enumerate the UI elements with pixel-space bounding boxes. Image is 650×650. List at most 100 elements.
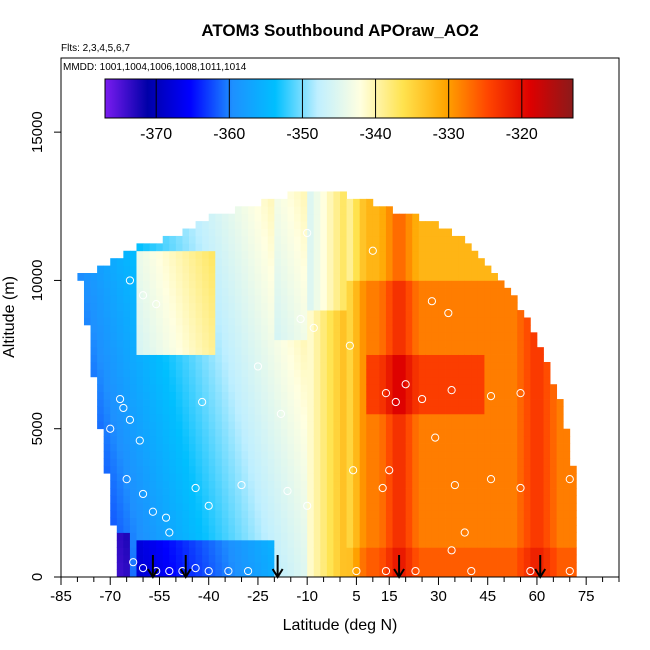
heatmap-cell bbox=[372, 458, 380, 467]
heatmap-cell bbox=[326, 436, 334, 444]
heatmap-cell bbox=[550, 443, 558, 452]
heatmap-cell bbox=[510, 302, 518, 311]
heatmap-cell bbox=[149, 450, 157, 459]
heatmap-cell bbox=[438, 562, 446, 570]
heatmap-cell bbox=[425, 488, 433, 496]
heatmap-cell bbox=[169, 510, 177, 519]
heatmap-cell bbox=[307, 295, 315, 304]
heatmap-cell bbox=[399, 554, 407, 563]
colorbar-bar bbox=[104, 78, 574, 119]
heatmap-cell bbox=[379, 332, 387, 341]
heatmap-cell bbox=[307, 198, 315, 207]
heatmap-cell bbox=[287, 465, 295, 474]
heatmap-cell bbox=[307, 391, 315, 400]
heatmap-cell bbox=[484, 317, 492, 326]
heatmap-cell bbox=[477, 525, 485, 533]
heatmap-cell bbox=[543, 547, 551, 556]
heatmap-cell bbox=[320, 465, 328, 474]
heatmap-cell bbox=[215, 384, 223, 393]
sample-point bbox=[391, 397, 400, 407]
heatmap-cell bbox=[333, 480, 341, 489]
heatmap-cell bbox=[313, 191, 321, 200]
heatmap-cell bbox=[215, 539, 223, 548]
sample-point bbox=[352, 566, 361, 576]
heatmap-cell bbox=[307, 302, 315, 311]
heatmap-cell bbox=[333, 250, 341, 259]
heatmap-cell bbox=[228, 384, 236, 393]
heatmap-cell bbox=[326, 525, 334, 533]
heatmap-cell bbox=[228, 376, 236, 385]
heatmap-cell bbox=[300, 295, 308, 304]
heatmap-cell bbox=[405, 235, 413, 244]
heatmap-cell bbox=[451, 532, 459, 541]
heatmap-cell bbox=[103, 399, 111, 407]
heatmap-cell bbox=[445, 324, 452, 333]
heatmap-cell bbox=[169, 413, 177, 422]
heatmap-cell bbox=[458, 488, 466, 496]
heatmap-cell bbox=[195, 458, 203, 467]
heatmap-cell bbox=[326, 258, 334, 266]
heatmap-cell bbox=[116, 495, 124, 504]
heatmap-cell bbox=[208, 280, 216, 289]
heatmap-cell bbox=[550, 399, 558, 407]
heatmap-cell bbox=[451, 450, 459, 459]
heatmap-cell bbox=[340, 465, 347, 474]
heatmap-cell bbox=[504, 488, 512, 496]
heatmap-cell bbox=[280, 421, 288, 430]
heatmap-cell bbox=[399, 399, 407, 407]
heatmap-cell bbox=[280, 324, 288, 333]
heatmap-cell bbox=[523, 450, 531, 459]
heatmap-cell bbox=[313, 258, 321, 266]
heatmap-cell bbox=[464, 361, 472, 370]
heatmap-cell bbox=[208, 376, 216, 385]
heatmap-cell bbox=[123, 258, 131, 266]
heatmap-cell bbox=[156, 317, 164, 326]
heatmap-cell bbox=[182, 428, 190, 437]
heatmap-cell bbox=[287, 302, 295, 311]
heatmap-cell bbox=[431, 458, 439, 467]
heatmap-cell bbox=[445, 376, 452, 385]
heatmap-cell bbox=[510, 347, 518, 355]
heatmap-cell bbox=[431, 406, 439, 415]
heatmap-cell bbox=[425, 332, 433, 341]
heatmap-cell bbox=[280, 228, 288, 237]
heatmap-cell bbox=[405, 399, 413, 407]
heatmap-cell bbox=[445, 569, 452, 577]
heatmap-cell bbox=[195, 473, 203, 482]
heatmap-cell bbox=[366, 369, 374, 378]
heatmap-cell bbox=[143, 428, 151, 437]
heatmap-cell bbox=[241, 347, 249, 355]
heatmap-cell bbox=[313, 347, 321, 355]
heatmap-cell bbox=[418, 532, 426, 541]
heatmap-cell bbox=[333, 539, 341, 548]
heatmap-cell bbox=[563, 510, 571, 519]
heatmap-cell bbox=[169, 443, 177, 452]
heatmap-cell bbox=[149, 361, 157, 370]
heatmap-cell bbox=[320, 488, 328, 496]
heatmap-cell bbox=[399, 317, 407, 326]
heatmap-cell bbox=[156, 332, 164, 341]
heatmap-cell bbox=[320, 339, 328, 348]
sample-point bbox=[460, 528, 469, 537]
heatmap-cell bbox=[320, 369, 328, 378]
heatmap-cell bbox=[477, 347, 485, 355]
heatmap-cell bbox=[149, 347, 157, 355]
heatmap-cell bbox=[399, 458, 407, 467]
heatmap-cell bbox=[359, 310, 367, 318]
heatmap-cell bbox=[208, 517, 216, 526]
heatmap-cell bbox=[372, 273, 380, 281]
heatmap-cell bbox=[274, 347, 282, 355]
heatmap-cell bbox=[97, 413, 105, 422]
heatmap-cell bbox=[484, 421, 492, 430]
heatmap-cell bbox=[307, 450, 315, 459]
heatmap-cell bbox=[300, 421, 308, 430]
heatmap-cell bbox=[195, 554, 203, 563]
heatmap-cell bbox=[182, 369, 190, 378]
heatmap-cell bbox=[228, 273, 236, 281]
heatmap-cell bbox=[280, 295, 288, 304]
heatmap-cell bbox=[149, 547, 157, 556]
heatmap-cell bbox=[418, 443, 426, 452]
heatmap-cell bbox=[484, 280, 492, 289]
heatmap-cell bbox=[438, 436, 446, 444]
heatmap-cell bbox=[267, 302, 275, 311]
